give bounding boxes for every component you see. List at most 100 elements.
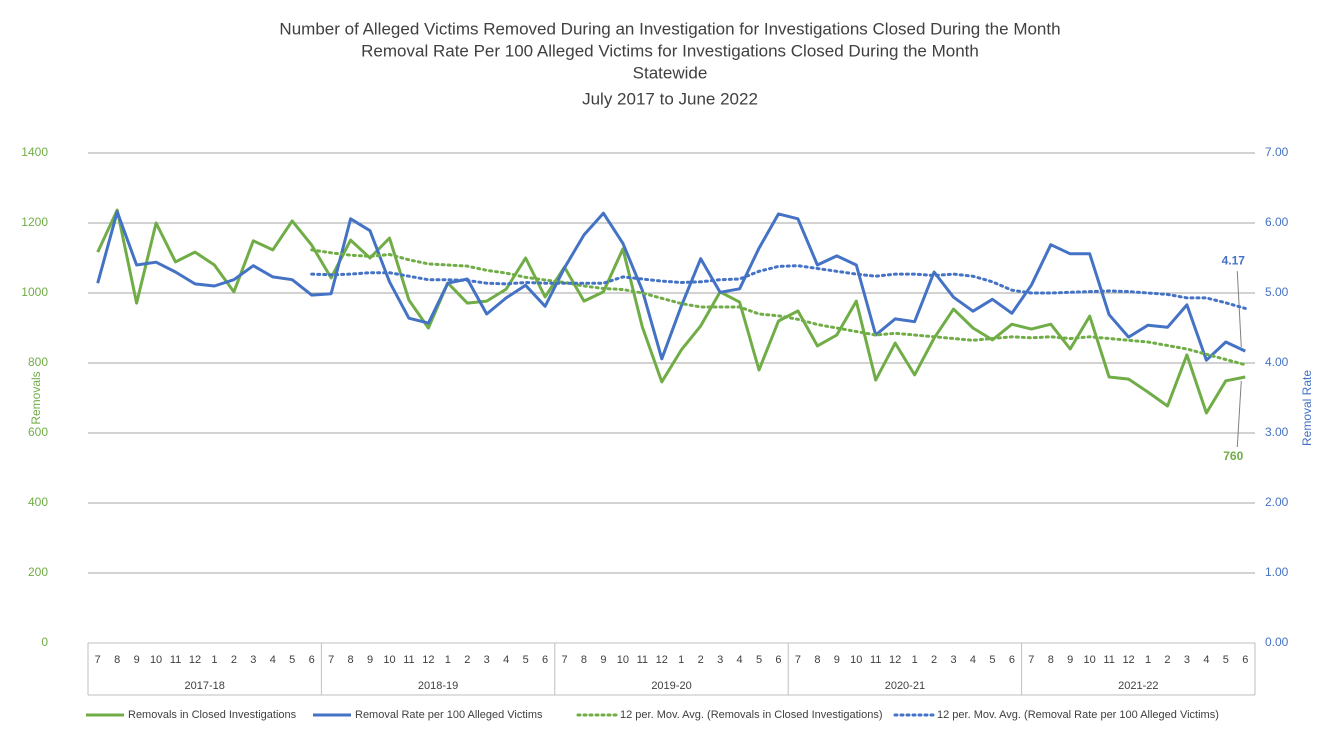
y-tick-label: 1000 xyxy=(21,285,48,299)
x-tick-label: 2 xyxy=(231,654,237,666)
x-tick-label: 12 xyxy=(422,654,434,666)
x-tick-label: 2 xyxy=(931,654,937,666)
chart-title: Statewide xyxy=(633,63,708,82)
legend-label: Removal Rate per 100 Alleged Victims xyxy=(355,709,543,721)
x-tick-label: 3 xyxy=(484,654,490,666)
x-tick-label: 4 xyxy=(737,654,743,666)
y2-tick-label: 2.00 xyxy=(1265,495,1289,509)
x-tick-label: 11 xyxy=(403,654,414,666)
x-tick-label: 8 xyxy=(581,654,587,666)
x-tick-label: 10 xyxy=(150,654,162,666)
x-tick-label: 4 xyxy=(503,654,509,666)
x-tick-label: 9 xyxy=(600,654,606,666)
group-label: 2021-22 xyxy=(1118,680,1158,692)
chart-title: Removal Rate Per 100 Alleged Victims for… xyxy=(361,41,979,60)
group-label: 2017-18 xyxy=(185,680,225,692)
x-tick-label: 3 xyxy=(950,654,956,666)
y2-tick-label: 4.00 xyxy=(1265,355,1289,369)
moving-average-line xyxy=(310,248,1247,367)
moving-average-line xyxy=(310,264,1247,310)
x-tick-label: 6 xyxy=(775,654,781,666)
x-tick-label: 2 xyxy=(698,654,704,666)
x-tick-label: 12 xyxy=(189,654,201,666)
y-tick-label: 400 xyxy=(28,495,48,509)
x-tick-label: 8 xyxy=(814,654,820,666)
group-label: 2018-19 xyxy=(418,680,458,692)
chart-title: July 2017 to June 2022 xyxy=(582,89,758,108)
x-tick-label: 8 xyxy=(1048,654,1054,666)
y-tick-label: 800 xyxy=(28,355,48,369)
y2-axis-label: Removal Rate xyxy=(1300,370,1314,446)
x-tick-label: 5 xyxy=(756,654,762,666)
y-tick-label: 200 xyxy=(28,565,48,579)
series-line xyxy=(96,208,1246,415)
x-tick-label: 8 xyxy=(114,654,120,666)
y-axis-label: Removals xyxy=(29,371,43,424)
x-tick-label: 10 xyxy=(1084,654,1096,666)
y-tick-label: 600 xyxy=(28,425,48,439)
x-tick-label: 5 xyxy=(989,654,995,666)
legend-label: 12 per. Mov. Avg. (Removal Rate per 100 … xyxy=(937,709,1219,721)
x-tick-label: 10 xyxy=(617,654,629,666)
group-label: 2019-20 xyxy=(651,680,691,692)
y2-tick-label: 3.00 xyxy=(1265,425,1289,439)
x-tick-label: 5 xyxy=(523,654,529,666)
legend-label: Removals in Closed Investigations xyxy=(128,709,297,721)
label-leader xyxy=(1236,271,1242,348)
x-tick-label: 9 xyxy=(134,654,140,666)
x-tick-label: 4 xyxy=(970,654,976,666)
data-label: 4.17 xyxy=(1222,253,1246,267)
chart-title: Number of Alleged Victims Removed During… xyxy=(279,19,1060,38)
x-tick-label: 5 xyxy=(289,654,295,666)
y-tick-label: 1200 xyxy=(21,215,48,229)
x-tick-label: 3 xyxy=(250,654,256,666)
x-tick-label: 7 xyxy=(95,654,101,666)
x-tick-label: 7 xyxy=(795,654,801,666)
x-tick-label: 7 xyxy=(1028,654,1034,666)
x-tick-label: 6 xyxy=(1009,654,1015,666)
y2-tick-label: 0.00 xyxy=(1265,635,1289,649)
x-tick-label: 1 xyxy=(211,654,217,666)
x-tick-label: 11 xyxy=(170,654,181,666)
x-tick-label: 12 xyxy=(889,654,901,666)
series-line xyxy=(96,210,1246,362)
x-tick-label: 5 xyxy=(1223,654,1229,666)
y-tick-label: 0 xyxy=(41,635,48,649)
x-tick-label: 3 xyxy=(717,654,723,666)
x-tick-label: 1 xyxy=(678,654,684,666)
y2-tick-label: 6.00 xyxy=(1265,215,1289,229)
x-tick-label: 10 xyxy=(850,654,862,666)
y2-tick-label: 7.00 xyxy=(1265,145,1289,159)
x-tick-label: 12 xyxy=(1122,654,1134,666)
x-tick-label: 1 xyxy=(445,654,451,666)
x-tick-label: 11 xyxy=(1103,654,1114,666)
x-tick-label: 3 xyxy=(1184,654,1190,666)
x-tick-label: 12 xyxy=(656,654,668,666)
x-tick-label: 6 xyxy=(542,654,548,666)
y-tick-label: 1400 xyxy=(21,145,48,159)
x-tick-label: 9 xyxy=(834,654,840,666)
x-tick-label: 1 xyxy=(912,654,918,666)
group-label: 2020-21 xyxy=(885,680,925,692)
data-label: 760 xyxy=(1223,449,1243,463)
x-tick-label: 2 xyxy=(1164,654,1170,666)
x-tick-label: 4 xyxy=(1203,654,1209,666)
x-tick-label: 7 xyxy=(328,654,334,666)
x-tick-label: 11 xyxy=(870,654,881,666)
x-tick-label: 2 xyxy=(464,654,470,666)
y2-tick-label: 1.00 xyxy=(1265,565,1289,579)
x-tick-label: 4 xyxy=(270,654,276,666)
x-tick-label: 9 xyxy=(367,654,373,666)
x-tick-label: 6 xyxy=(1242,654,1248,666)
legend-label: 12 per. Mov. Avg. (Removals in Closed In… xyxy=(620,709,883,721)
x-tick-label: 11 xyxy=(637,654,648,666)
label-leader xyxy=(1236,380,1242,448)
x-tick-label: 1 xyxy=(1145,654,1151,666)
x-tick-label: 9 xyxy=(1067,654,1073,666)
y2-tick-label: 5.00 xyxy=(1265,285,1289,299)
x-tick-label: 8 xyxy=(348,654,354,666)
x-tick-label: 7 xyxy=(561,654,567,666)
x-tick-label: 10 xyxy=(383,654,395,666)
